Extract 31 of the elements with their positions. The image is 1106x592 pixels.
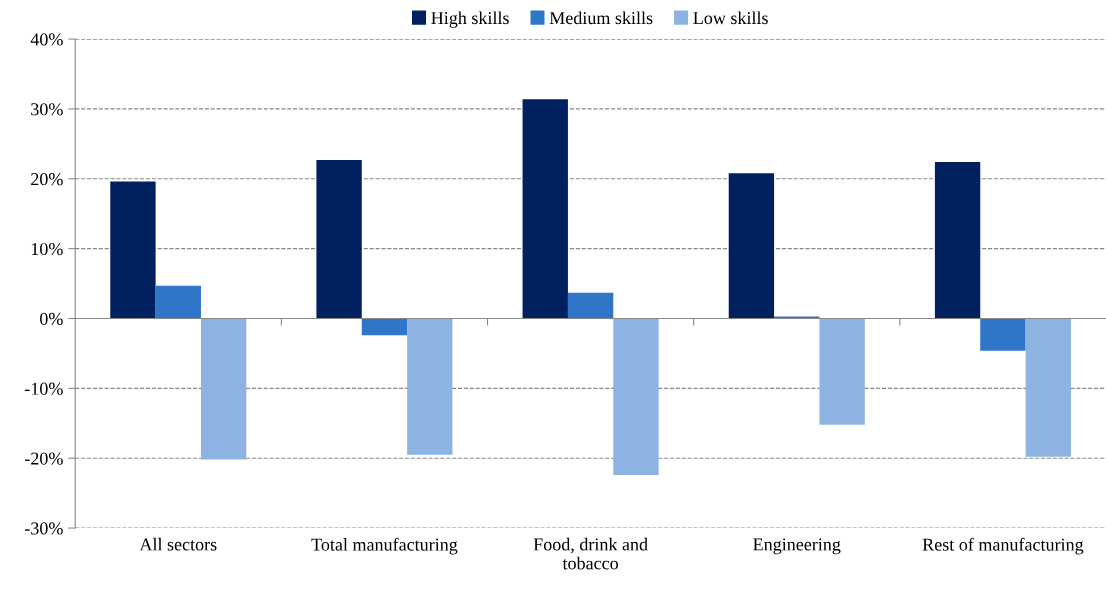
y-tick-label: 0% [40,312,63,325]
bar [200,318,247,460]
y-tick-label: -30% [24,522,63,535]
bar [613,318,659,475]
bar [934,162,981,319]
bar [728,173,775,319]
y-tick-label: 30% [31,103,63,116]
x-tick-label: All sectors [139,537,217,551]
bar [980,318,1026,351]
x-tick-label: Food, drink and tobacco [533,537,648,570]
y-tick-label: -10% [24,382,63,395]
legend-label: High skills [431,11,509,28]
x-tick-label: Rest of manufacturing [922,537,1084,555]
y-tick-label: 40% [30,33,63,46]
x-tick-label: Total manufacturing [311,537,458,555]
bar [774,316,820,319]
legend-label: Low skills [693,11,768,25]
bar [522,99,568,319]
bar [567,292,614,319]
bar [1025,318,1071,457]
bar [819,318,865,425]
legend-label: Medium skills [549,11,653,25]
bar [316,159,362,319]
bar [361,318,408,336]
x-tick-label: Engineering [753,538,841,555]
y-tick-label: -20% [24,452,63,465]
y-tick-label: 20% [31,173,63,186]
bar [155,285,201,319]
y-tick-label: 10% [31,242,63,256]
bar [407,318,453,455]
bar [110,181,156,319]
